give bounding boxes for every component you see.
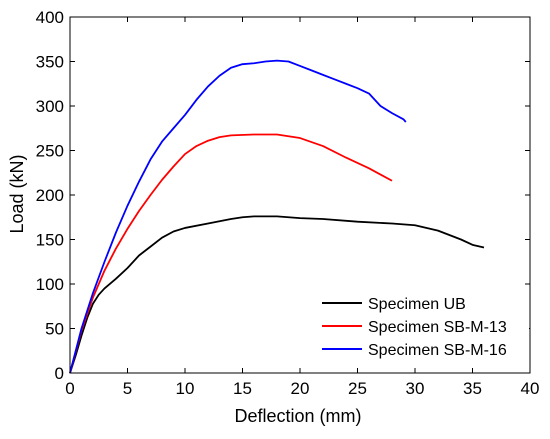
legend: Specimen UB Specimen SB-M-13 Specimen SB…: [313, 290, 529, 362]
y-tick-label: 300: [36, 97, 64, 116]
x-tick-label: 5: [123, 379, 132, 398]
x-tick-label: 0: [65, 379, 74, 398]
series-line-specimen-sb-m-16: [69, 59, 407, 374]
y-tick-label: 200: [36, 186, 64, 205]
legend-label-sb-m-13: Specimen SB-M-13: [368, 319, 507, 336]
legend-label-sb-m-16: Specimen SB-M-16: [368, 342, 507, 359]
x-tick-label: 25: [348, 379, 367, 398]
x-tick-label: 15: [233, 379, 252, 398]
x-axis-label: Deflection (mm): [234, 406, 361, 426]
x-tick-label: 10: [176, 379, 195, 398]
legend-label-ub: Specimen UB: [368, 296, 466, 313]
series-line-specimen-ub: [69, 215, 485, 374]
series-layer: [69, 59, 485, 374]
x-tick-label: 30: [406, 379, 425, 398]
y-tick-label: 350: [36, 53, 64, 72]
y-tick-label: 250: [36, 142, 64, 161]
y-axis-label: Load (kN): [7, 154, 27, 233]
x-tick-label: 20: [291, 379, 310, 398]
y-tick-label: 50: [45, 320, 64, 339]
y-tick-label: 400: [36, 8, 64, 27]
y-tick-label: 100: [36, 275, 64, 294]
x-tick-label: 40: [521, 379, 540, 398]
x-tick-label: 35: [463, 379, 482, 398]
y-tick-label: 150: [36, 231, 64, 250]
y-tick-label: 0: [55, 364, 64, 383]
axes: [69, 16, 531, 374]
series-line-specimen-sb-m-13: [69, 133, 393, 374]
